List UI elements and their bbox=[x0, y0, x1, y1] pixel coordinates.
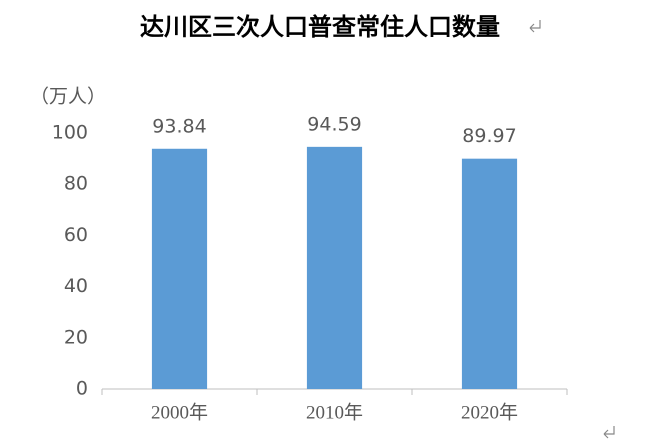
return-mark bbox=[529, 20, 541, 33]
x-tick-label: 2000年 bbox=[151, 401, 208, 423]
y-tick-label: 20 bbox=[64, 326, 88, 348]
y-axis-label: （万人） bbox=[30, 86, 106, 108]
bar bbox=[151, 148, 208, 389]
bar bbox=[461, 158, 518, 389]
y-tick-label: 0 bbox=[76, 378, 88, 400]
y-tick-label: 60 bbox=[64, 224, 88, 246]
bar bbox=[306, 146, 363, 389]
y-tick-label: 40 bbox=[64, 275, 88, 297]
y-tick-label: 80 bbox=[64, 173, 88, 195]
chart-title: 达川区三次人口普查常住人口数量 bbox=[140, 13, 500, 41]
y-tick-label: 100 bbox=[52, 122, 88, 144]
value-label: 89.97 bbox=[462, 125, 516, 147]
x-tick-label: 2010年 bbox=[306, 401, 363, 423]
return-mark bbox=[603, 426, 615, 439]
value-label: 93.84 bbox=[152, 115, 206, 137]
value-label: 94.59 bbox=[307, 113, 361, 135]
x-tick-label: 2020年 bbox=[461, 401, 518, 423]
